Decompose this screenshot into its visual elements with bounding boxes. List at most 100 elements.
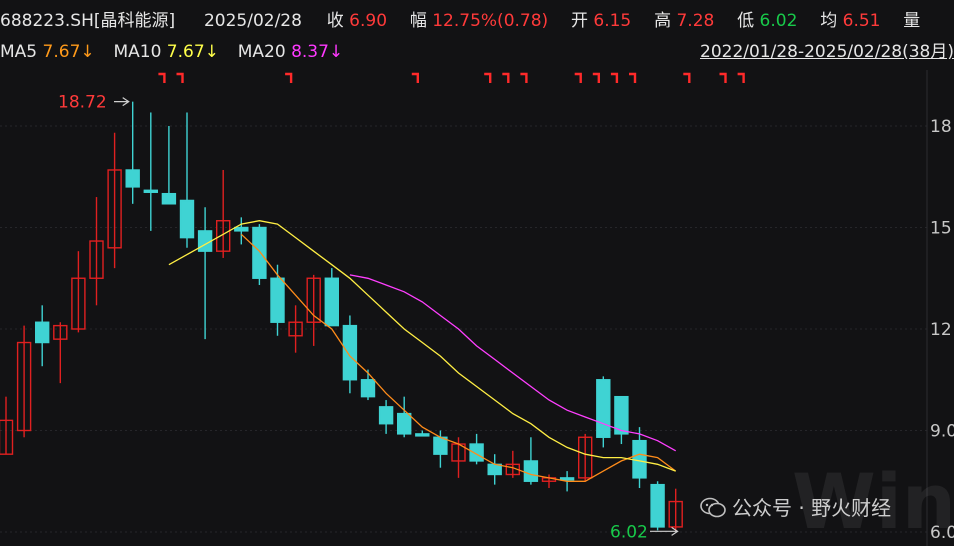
candle[interactable] — [53, 322, 68, 384]
price-annotations: 18.72 6.02 — [58, 93, 679, 542]
date-range-selector[interactable]: 2022/01/28-2025/02/28(38月) — [700, 42, 954, 62]
candle[interactable] — [288, 305, 303, 353]
candle[interactable] — [650, 481, 665, 531]
candle[interactable] — [523, 437, 539, 485]
candle[interactable] — [71, 251, 86, 333]
candle[interactable] — [179, 112, 195, 248]
event-marker[interactable] — [502, 72, 510, 83]
event-marker[interactable] — [158, 72, 166, 83]
candle[interactable] — [270, 264, 285, 336]
event-marker[interactable] — [629, 72, 637, 83]
candle[interactable] — [614, 395, 629, 445]
stock-code[interactable]: 688223.SH[晶科能源] — [0, 11, 176, 31]
candle-body — [0, 419, 14, 455]
candle[interactable] — [197, 207, 213, 340]
candle[interactable] — [234, 217, 249, 245]
ma-legend-bar: MA5 7.67↓ MA10 7.67↓ MA20 8.37↓ — [0, 40, 954, 64]
event-markers — [158, 72, 745, 83]
candle[interactable] — [0, 396, 14, 455]
candle-body — [578, 436, 593, 479]
candle[interactable] — [578, 433, 593, 482]
event-marker[interactable] — [683, 72, 691, 83]
candle-body — [71, 277, 86, 330]
candle-body — [288, 321, 303, 337]
moving-average-lines — [168, 220, 677, 482]
candle-body — [197, 230, 213, 252]
candle[interactable] — [487, 454, 502, 485]
avg-value: 6.51 — [842, 11, 881, 31]
candle[interactable] — [324, 268, 339, 327]
candle-body — [342, 324, 358, 381]
candle[interactable] — [378, 400, 394, 434]
candle[interactable] — [125, 101, 140, 204]
event-marker[interactable] — [610, 72, 619, 83]
candle-body — [53, 324, 68, 340]
event-marker[interactable] — [592, 72, 600, 83]
candle-body — [360, 379, 376, 398]
event-marker[interactable] — [737, 72, 745, 83]
candle-body — [89, 240, 104, 279]
y-tick-label: 18 — [930, 117, 952, 137]
y-tick-label: 12 — [930, 320, 952, 340]
candle[interactable] — [505, 450, 520, 478]
candle[interactable] — [215, 169, 231, 258]
candle[interactable] — [360, 369, 376, 401]
quote-date: 2025/02/28 — [203, 11, 302, 31]
event-marker[interactable] — [411, 72, 419, 83]
candle-body — [270, 277, 285, 323]
event-marker[interactable] — [574, 72, 582, 83]
candle-body — [614, 395, 629, 435]
ma20-line — [349, 274, 677, 452]
y-tick-label: 6.0 — [930, 523, 954, 543]
ma10-line — [168, 220, 676, 472]
candle-body — [234, 226, 249, 232]
candle-body — [252, 226, 267, 279]
event-marker[interactable] — [520, 72, 528, 83]
ma20-value: 8.37↓ — [291, 42, 344, 62]
ma5-value: 7.67↓ — [42, 42, 95, 62]
candle[interactable] — [35, 305, 50, 367]
candle-body — [632, 439, 647, 479]
open-value: 6.15 — [593, 11, 632, 31]
candle-body — [397, 412, 412, 435]
candle[interactable] — [668, 488, 683, 532]
candle[interactable] — [596, 376, 611, 448]
ma10-label: MA10 — [113, 42, 162, 62]
candle-body — [559, 477, 575, 481]
candle-body — [143, 189, 159, 193]
event-marker[interactable] — [176, 72, 184, 83]
high-value: 7.28 — [676, 11, 715, 31]
candle-body — [596, 379, 611, 438]
candle[interactable] — [252, 224, 267, 286]
candle[interactable] — [397, 396, 412, 438]
low-annotation-arrow — [650, 526, 679, 536]
candle-body — [415, 433, 430, 437]
candle[interactable] — [107, 132, 122, 269]
candle-body — [668, 500, 683, 528]
volume-label: 量 — [903, 11, 921, 31]
candle-body — [487, 463, 502, 476]
candle[interactable] — [89, 197, 104, 306]
candle[interactable] — [342, 315, 358, 394]
candle[interactable] — [143, 112, 159, 231]
event-marker[interactable] — [285, 72, 293, 83]
high-label: 高 — [654, 11, 672, 31]
candle-body — [378, 406, 394, 425]
event-marker[interactable] — [719, 72, 727, 83]
change-value: 12.75%(0.78) — [432, 11, 549, 31]
event-marker[interactable] — [484, 72, 492, 83]
candle-body — [433, 436, 448, 455]
high-annotation-arrow — [114, 97, 130, 107]
candles — [0, 101, 683, 532]
candle[interactable] — [433, 430, 448, 468]
candle[interactable] — [16, 325, 32, 438]
candle[interactable] — [306, 274, 321, 346]
candle[interactable] — [161, 126, 177, 205]
candle[interactable] — [469, 433, 484, 465]
ma20-label: MA20 — [237, 42, 286, 62]
candle[interactable] — [415, 430, 430, 437]
candle-body — [650, 483, 665, 528]
open-label: 开 — [570, 11, 588, 31]
